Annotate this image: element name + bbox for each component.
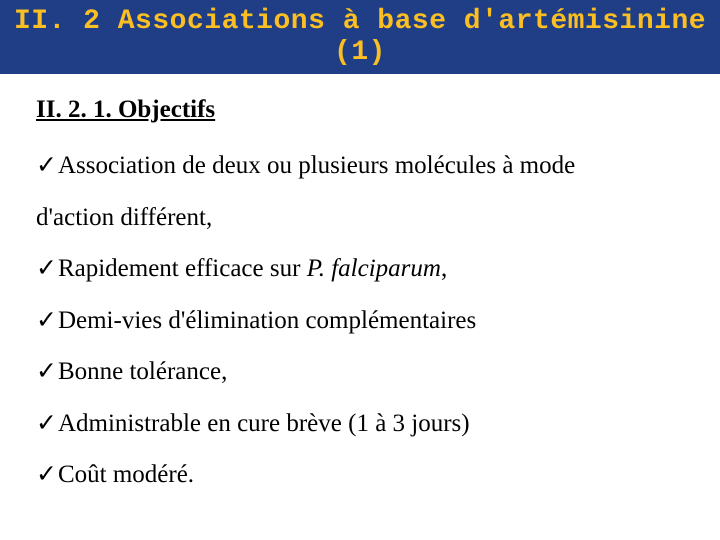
- check-icon: ✓: [36, 460, 57, 488]
- section-subheading: II. 2. 1. Objectifs: [36, 96, 684, 124]
- bullet-item: ✓Demi-vies d'élimination complémentaires: [36, 297, 684, 345]
- bullet-text: d'action différent,: [36, 204, 212, 231]
- bullet-item: ✓Bonne tolérance,: [36, 348, 684, 396]
- bullet-italic-text: P. falciparum: [307, 255, 441, 282]
- bullet-text: Administrable en cure brève (1 à 3 jours…: [58, 410, 470, 437]
- bullet-tail: ,: [441, 255, 447, 282]
- slide-title: II. 2 Associations à base d'artémisinine…: [14, 6, 706, 68]
- bullet-text: Coût modéré.: [58, 461, 194, 488]
- bullet-text: Rapidement efficace sur: [58, 255, 307, 282]
- bullet-item: ✓Coût modéré.: [36, 451, 684, 499]
- check-icon: ✓: [36, 151, 57, 179]
- slide-body: II. 2. 1. Objectifs ✓Association de deux…: [0, 74, 720, 499]
- bullet-text: Demi-vies d'élimination complémentaires: [58, 307, 476, 334]
- check-icon: ✓: [36, 409, 57, 437]
- bullet-text: Association de deux ou plusieurs molécul…: [58, 152, 575, 179]
- bullet-item: ✓Association de deux ou plusieurs molécu…: [36, 142, 684, 190]
- bullet-item: ✓Rapidement efficace sur P. falciparum,: [36, 245, 684, 293]
- bullet-text: Bonne tolérance,: [58, 358, 227, 385]
- bullet-item: ✓Administrable en cure brève (1 à 3 jour…: [36, 400, 684, 448]
- check-icon: ✓: [36, 357, 57, 385]
- check-icon: ✓: [36, 306, 57, 334]
- check-icon: ✓: [36, 254, 57, 282]
- bullet-item-continuation: d'action différent,: [36, 194, 684, 242]
- slide-title-bar: II. 2 Associations à base d'artémisinine…: [0, 0, 720, 74]
